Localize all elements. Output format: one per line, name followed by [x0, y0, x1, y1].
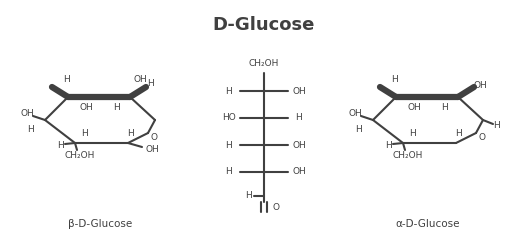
- Text: O: O: [272, 204, 279, 212]
- Text: OH: OH: [20, 108, 34, 118]
- Text: D-Glucose: D-Glucose: [213, 16, 315, 34]
- Text: H: H: [296, 114, 303, 122]
- Text: OH: OH: [292, 168, 306, 176]
- Text: H: H: [126, 130, 133, 138]
- Text: H: H: [58, 140, 65, 150]
- Text: H: H: [147, 78, 153, 88]
- Text: OH: OH: [292, 140, 306, 150]
- Text: H: H: [390, 76, 397, 84]
- Text: OH: OH: [473, 80, 487, 90]
- Text: OH: OH: [407, 103, 421, 113]
- Text: H: H: [494, 120, 500, 130]
- Text: H: H: [386, 140, 393, 150]
- Text: OH: OH: [145, 144, 159, 154]
- Text: H: H: [62, 76, 69, 84]
- Text: α-D-Glucose: α-D-Glucose: [396, 219, 460, 229]
- Text: H: H: [226, 168, 232, 176]
- Text: CH₂OH: CH₂OH: [249, 60, 279, 68]
- Text: H: H: [114, 103, 121, 113]
- Text: H: H: [226, 140, 232, 150]
- Text: CH₂OH: CH₂OH: [393, 150, 423, 160]
- Text: OH: OH: [133, 74, 147, 84]
- Text: H: H: [244, 192, 251, 200]
- Text: HO: HO: [222, 114, 236, 122]
- Text: H: H: [28, 125, 34, 133]
- Text: H: H: [454, 130, 461, 138]
- Text: H: H: [355, 125, 362, 133]
- Text: H: H: [409, 130, 416, 138]
- Text: OH: OH: [292, 86, 306, 96]
- Text: CH₂OH: CH₂OH: [65, 150, 95, 160]
- Text: β-D-Glucose: β-D-Glucose: [68, 219, 132, 229]
- Text: OH: OH: [348, 108, 362, 118]
- Text: O: O: [150, 132, 158, 142]
- Text: H: H: [442, 103, 449, 113]
- Text: OH: OH: [79, 103, 93, 113]
- Text: H: H: [81, 130, 88, 138]
- Text: O: O: [479, 132, 486, 142]
- Text: H: H: [226, 86, 232, 96]
